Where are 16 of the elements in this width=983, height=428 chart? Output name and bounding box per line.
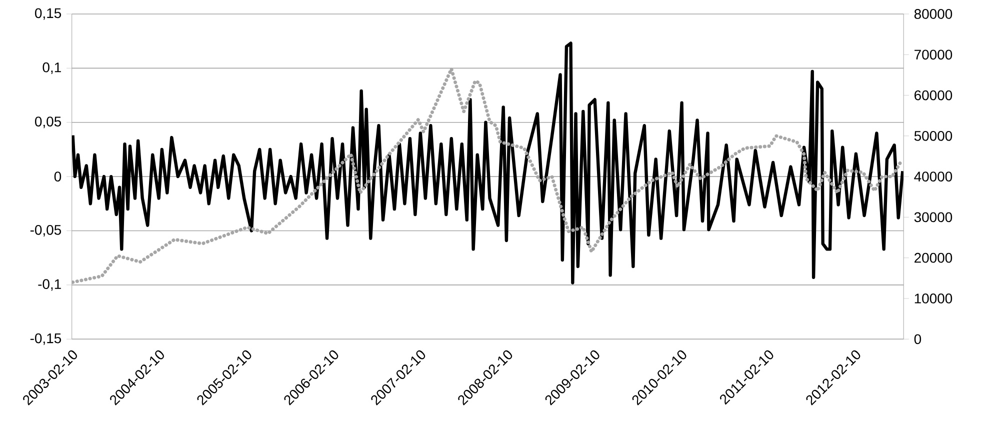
y-tick-label: 0 (54, 172, 62, 182)
y2-tick-label: 30000 (914, 212, 952, 222)
y-tick-label: -0,1 (38, 279, 61, 291)
y-tick-label: -0,15 (30, 333, 62, 345)
y2-tick-label: 50000 (914, 131, 952, 141)
y2-tick-label: 20000 (914, 252, 952, 263)
y-tick-label: 0,1 (42, 62, 61, 74)
y2-tick-label: 80000 (914, 9, 952, 19)
y-tick-label: 0,05 (35, 116, 62, 128)
y-tick-label: -0,05 (30, 225, 62, 237)
y2-tick-label: 40000 (914, 172, 952, 182)
y2-tick-label: 10000 (914, 294, 952, 304)
y2-tick-label: 70000 (914, 50, 952, 60)
y-tick-label: 0,15 (35, 8, 62, 20)
y2-tick-label: 60000 (914, 90, 952, 100)
y2-tick-label: 0 (914, 334, 922, 344)
